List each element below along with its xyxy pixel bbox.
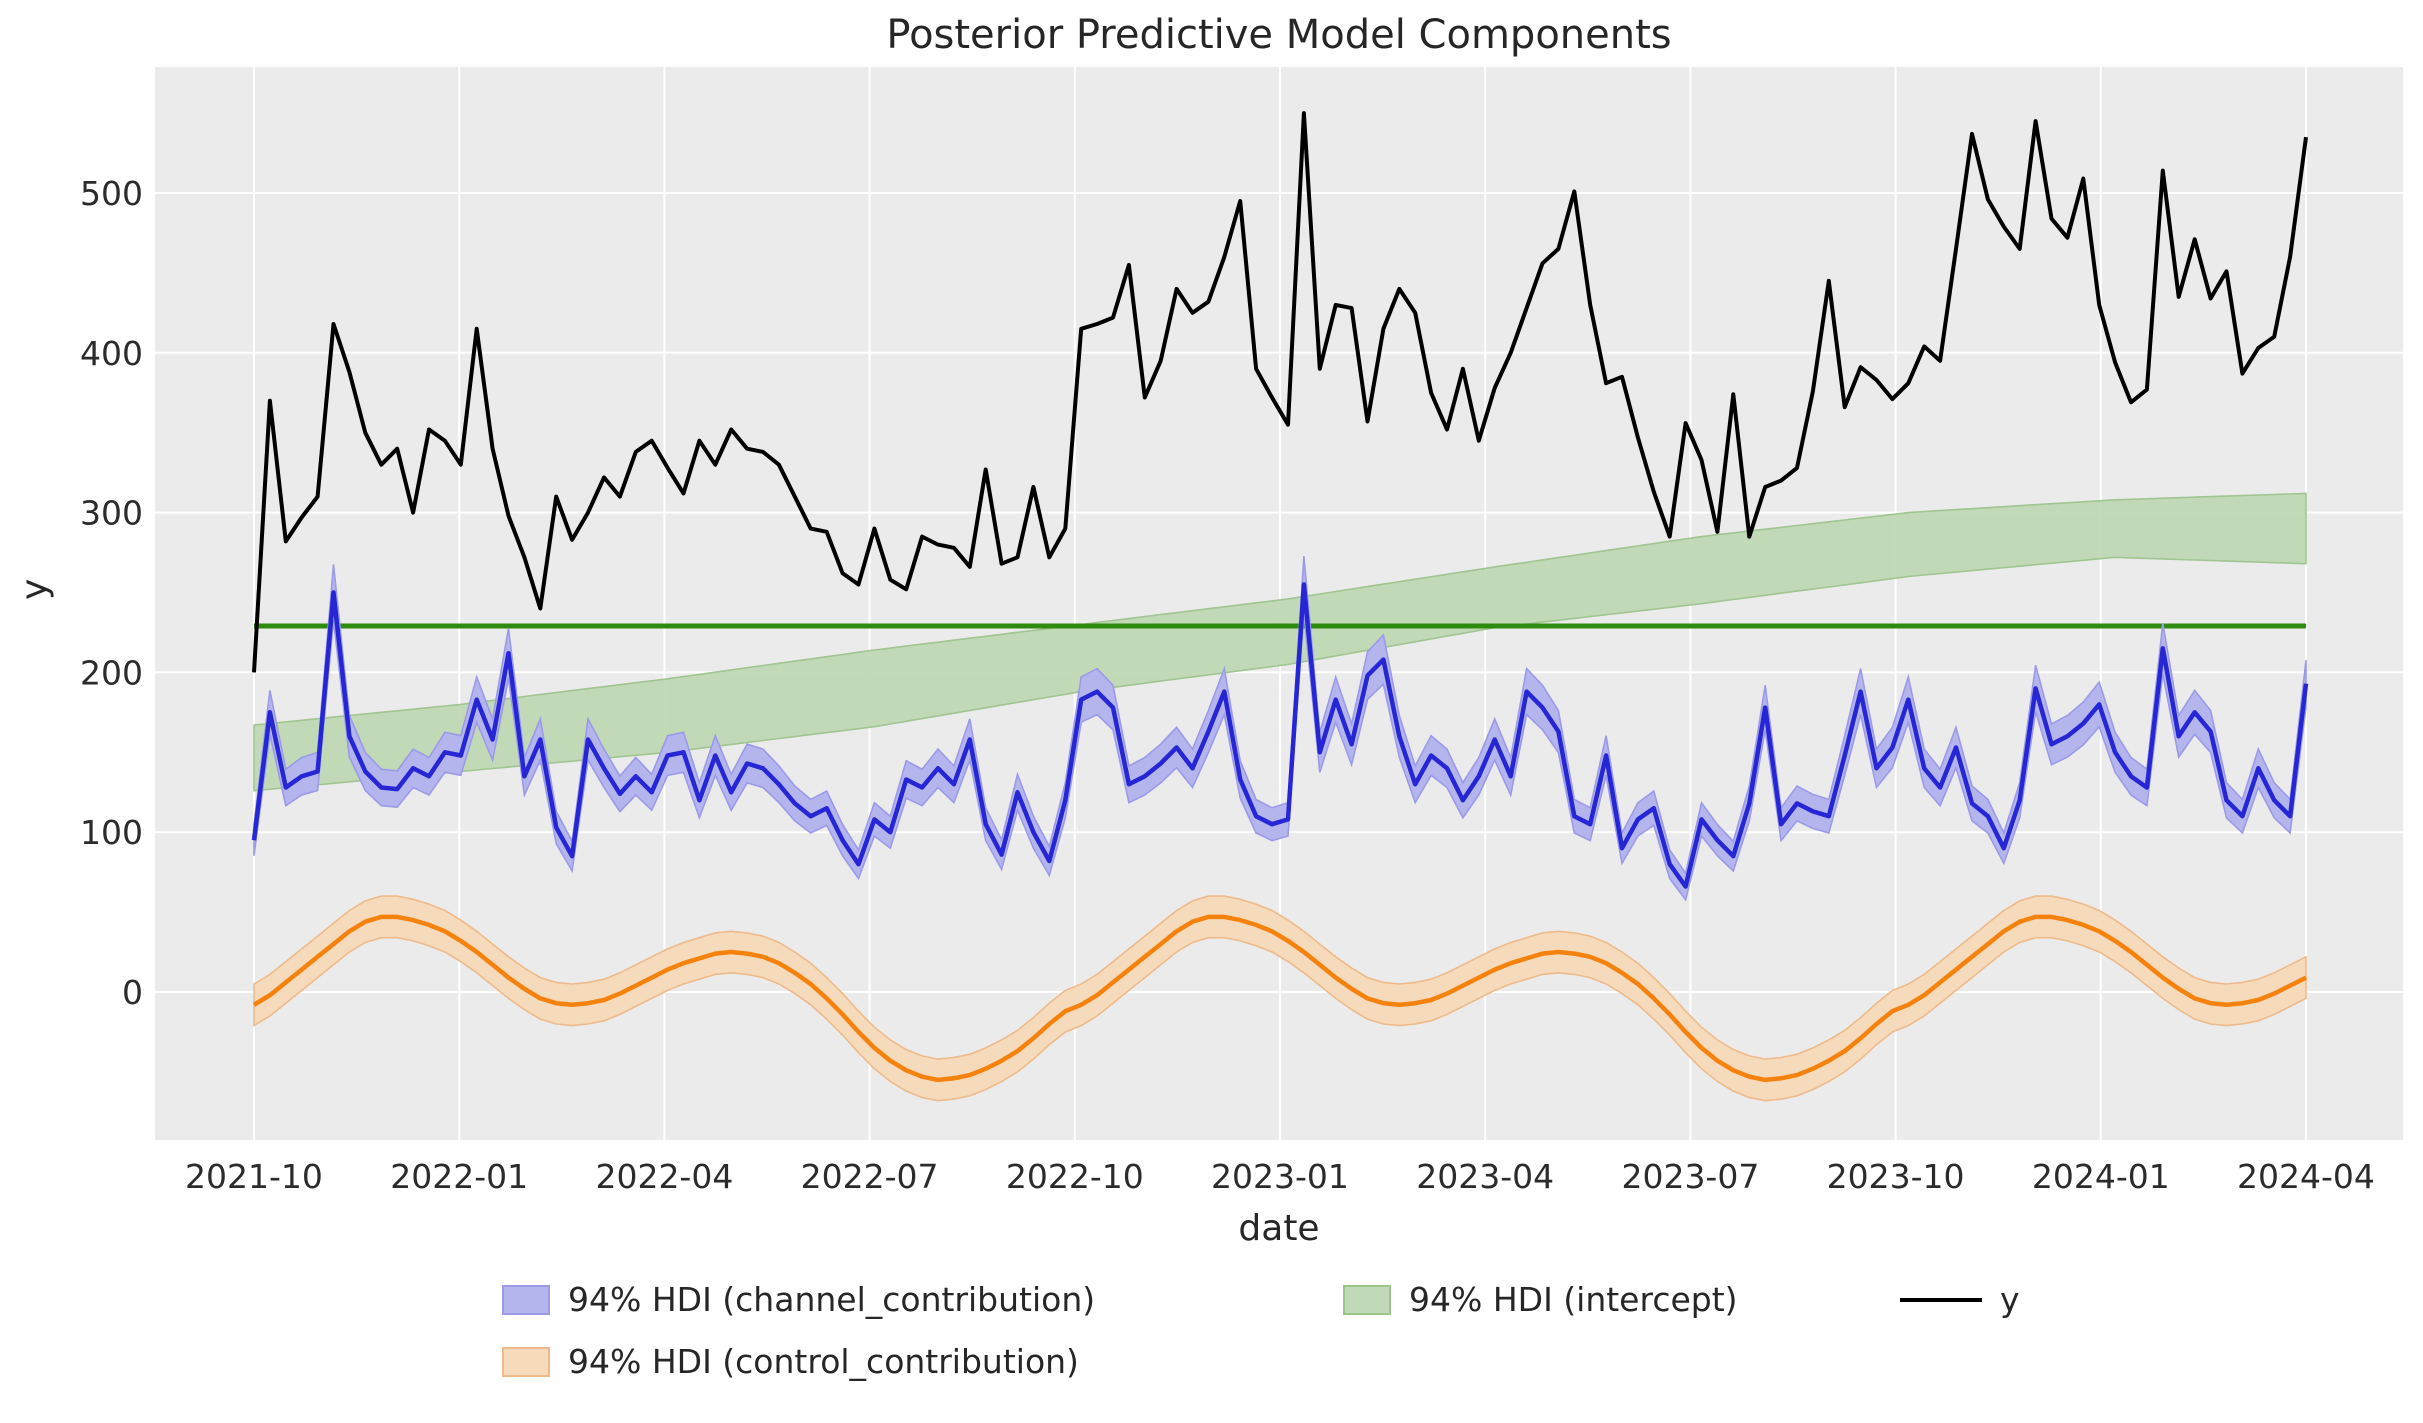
y-tick-label: 0	[122, 973, 143, 1012]
y-line-swatch	[1900, 1297, 1982, 1302]
x-tick-label: 2022-04	[595, 1157, 733, 1196]
channel-hdi-swatch	[502, 1284, 550, 1315]
y-axis-label: y	[14, 578, 55, 600]
y-tick-label: 300	[80, 494, 143, 533]
y-tick-label: 400	[80, 334, 143, 373]
intercept-hdi-swatch	[1343, 1284, 1391, 1315]
x-tick-label: 2023-10	[1827, 1157, 1965, 1196]
legend-item-intercept: 94% HDI (intercept)	[1343, 1283, 1738, 1316]
control-contribution-line	[252, 914, 2308, 1083]
legend-label: 94% HDI (control_contribution)	[568, 1342, 1079, 1381]
legend-item-channel: 94% HDI (channel_contribution)	[502, 1283, 1095, 1316]
legend-label: 94% HDI (intercept)	[1409, 1280, 1738, 1319]
y-tick-label: 200	[80, 653, 143, 692]
legend-label: y	[2000, 1280, 2020, 1319]
x-tick-label: 2023-04	[1416, 1157, 1554, 1196]
y-tick-label: 100	[80, 813, 143, 852]
x-tick-label: 2022-07	[801, 1157, 939, 1196]
x-tick-label: 2021-10	[185, 1157, 323, 1196]
legend-item-control: 94% HDI (control_contribution)	[502, 1345, 1079, 1378]
x-axis-label: date	[1238, 1208, 1320, 1249]
x-tick-label: 2024-04	[2237, 1157, 2375, 1196]
x-tick-label: 2024-01	[2032, 1157, 2170, 1196]
chart-title: Posterior Predictive Model Components	[886, 12, 1672, 58]
control-hdi-swatch	[502, 1346, 550, 1377]
intercept-hdi-band	[253, 492, 2307, 792]
x-tick-label: 2022-01	[390, 1157, 528, 1196]
y-observed-line	[252, 111, 2308, 673]
x-tick-label: 2023-01	[1211, 1157, 1349, 1196]
legend-label: 94% HDI (channel_contribution)	[568, 1280, 1096, 1319]
y-tick-label: 500	[80, 174, 143, 213]
channel-contribution-line	[251, 582, 2309, 889]
control-hdi-band	[253, 895, 2307, 1102]
x-tick-label: 2023-07	[1621, 1157, 1759, 1196]
legend-item-y: y	[1900, 1283, 2020, 1316]
channel-hdi-band	[253, 556, 2307, 902]
x-tick-label: 2022-10	[1006, 1157, 1144, 1196]
